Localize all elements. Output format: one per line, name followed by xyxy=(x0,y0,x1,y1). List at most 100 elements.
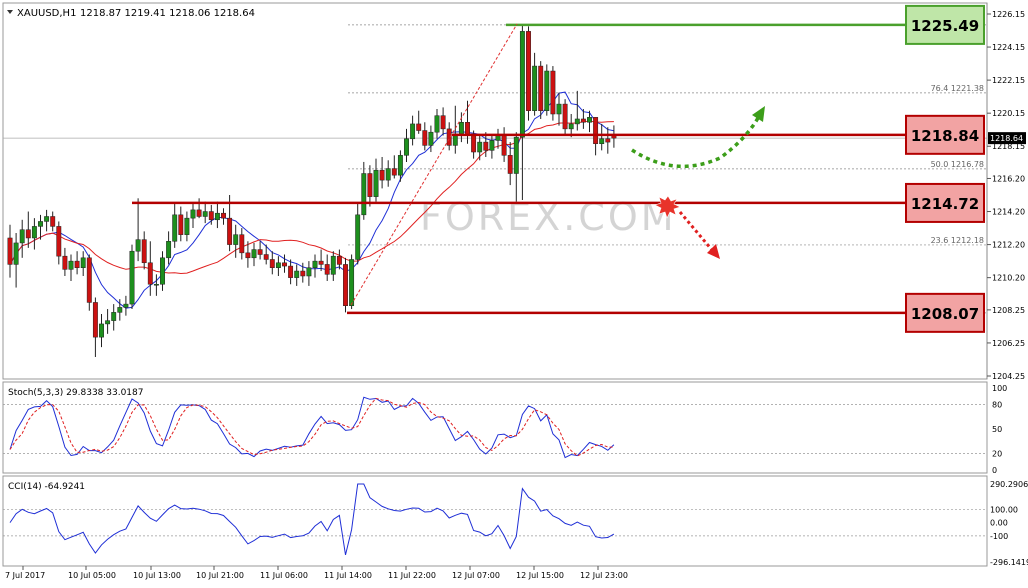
candle-body xyxy=(190,209,196,219)
candle-body xyxy=(550,70,556,115)
candle-body xyxy=(568,123,574,130)
fast-moving-average-line xyxy=(9,91,614,309)
candle-body xyxy=(373,169,379,197)
time-tick-label: 12 Jul 15:00 xyxy=(516,571,564,580)
candle-body xyxy=(440,115,446,130)
bearish-forecast-arrow xyxy=(678,211,714,251)
candle-body xyxy=(19,229,25,244)
fibo-level-label: 23.6 1212.18 xyxy=(931,236,984,245)
candle-body xyxy=(385,168,391,181)
candle-body xyxy=(196,209,202,217)
price-tick-label: 1224.15 xyxy=(992,43,1025,52)
candle-body xyxy=(129,250,135,305)
moving-averages xyxy=(9,91,614,309)
candle-body xyxy=(349,259,355,306)
candle-body xyxy=(312,260,318,268)
price-tick-label: 1212.20 xyxy=(992,241,1025,250)
candlesticks xyxy=(7,24,617,357)
price-tick-label: 1220.15 xyxy=(992,109,1025,118)
candle-body xyxy=(593,117,599,145)
candle-body xyxy=(92,302,98,338)
bullish-forecast-arrow xyxy=(631,117,760,169)
current-price-label: 1218.64 xyxy=(990,134,1023,143)
price-tick-label: 1208.25 xyxy=(992,306,1025,315)
candle-body xyxy=(513,136,519,174)
candle-body xyxy=(38,221,43,227)
candle-body xyxy=(355,214,361,260)
cci-title: CCI(14) -64.9241 xyxy=(8,482,85,492)
time-tick-label: 12 Jul 07:00 xyxy=(452,571,500,580)
candle-body xyxy=(178,214,184,235)
candle-body xyxy=(25,229,31,239)
chart-symbol: XAUUSD,H1 xyxy=(17,8,76,19)
level-label: 1214.72 xyxy=(911,195,979,213)
candle-body xyxy=(605,138,611,143)
candle-body xyxy=(580,118,586,123)
candle-body xyxy=(263,254,269,260)
candle-body xyxy=(111,312,117,321)
dropdown-triangle-icon[interactable] xyxy=(7,10,13,14)
candle-body xyxy=(257,249,263,255)
stoch-tick-label: 100 xyxy=(992,384,1007,393)
candle-body xyxy=(526,31,531,111)
candle-body xyxy=(105,320,111,325)
candle-body xyxy=(434,115,440,133)
level-label-box xyxy=(905,4,985,45)
time-tick-label: 11 Jul 22:00 xyxy=(388,571,436,580)
candle-body xyxy=(208,211,214,221)
time-tick-label: 12 Jul 23:00 xyxy=(580,571,628,580)
candle-body xyxy=(404,138,409,156)
candle-body xyxy=(538,65,544,111)
candle-body xyxy=(202,211,208,217)
chart-ohlc: 1218.87 1219.41 1218.06 1218.64 xyxy=(80,8,255,19)
candle-body xyxy=(544,70,550,111)
candle-body xyxy=(587,117,592,123)
candle-body xyxy=(410,123,416,140)
candle-body xyxy=(160,257,165,285)
time-tick-label: 7 Jul 2017 xyxy=(5,571,45,580)
candle-body xyxy=(74,260,80,268)
candle-body xyxy=(507,155,513,174)
fibo-level-label: 76.4 1221.38 xyxy=(931,84,984,93)
time-axis: 7 Jul 2017 10 Jul 05:00 10 Jul 13:00 10 Jul… xyxy=(5,566,628,580)
candle-body xyxy=(519,31,525,138)
breakout-star-icon xyxy=(654,195,681,219)
support-resistance-levels: 1225.49 1218.84 1214.72 1208.07 xyxy=(132,4,985,333)
candle-body xyxy=(282,262,287,267)
candle-body xyxy=(80,257,86,268)
cci-pane-frame xyxy=(2,475,988,567)
candle-body xyxy=(294,270,300,278)
candle-body xyxy=(489,140,495,151)
price-axis: 1226.15 1224.15 1222.15 1220.15 1218.15 1216.… xyxy=(986,3,1026,381)
candle-body xyxy=(251,249,257,259)
candle-body xyxy=(343,264,348,306)
time-tick-label: 10 Jul 13:00 xyxy=(133,571,181,580)
cci-tick-label: -100 xyxy=(990,532,1008,541)
candle-body xyxy=(599,138,605,145)
candle-body xyxy=(465,122,470,136)
candle-body xyxy=(184,217,190,235)
slow-moving-average-line xyxy=(9,120,614,275)
cci-tick-label: 290.2906 xyxy=(990,480,1028,489)
candle-body xyxy=(141,239,147,264)
stoch-pane-frame xyxy=(2,381,988,474)
candle-body xyxy=(477,141,483,153)
candle-body xyxy=(562,103,568,130)
candle-body xyxy=(7,237,13,265)
cci-tick-label: -296.1419 xyxy=(990,558,1028,567)
time-tick-label: 10 Jul 21:00 xyxy=(196,571,244,580)
candle-body xyxy=(135,239,141,252)
candle-body xyxy=(56,226,62,257)
level-label: 1225.49 xyxy=(911,17,979,35)
stoch-tick-label: 0 xyxy=(992,466,997,475)
price-tick-label: 1206.25 xyxy=(992,339,1025,348)
candle-body xyxy=(50,216,56,227)
candle-body xyxy=(416,123,422,131)
candle-body xyxy=(31,226,37,239)
candle-body xyxy=(214,212,220,221)
time-tick-label: 11 Jul 14:00 xyxy=(324,571,372,580)
candle-body xyxy=(13,242,19,265)
fibo-level-label: 50.0 1216.78 xyxy=(931,160,984,169)
